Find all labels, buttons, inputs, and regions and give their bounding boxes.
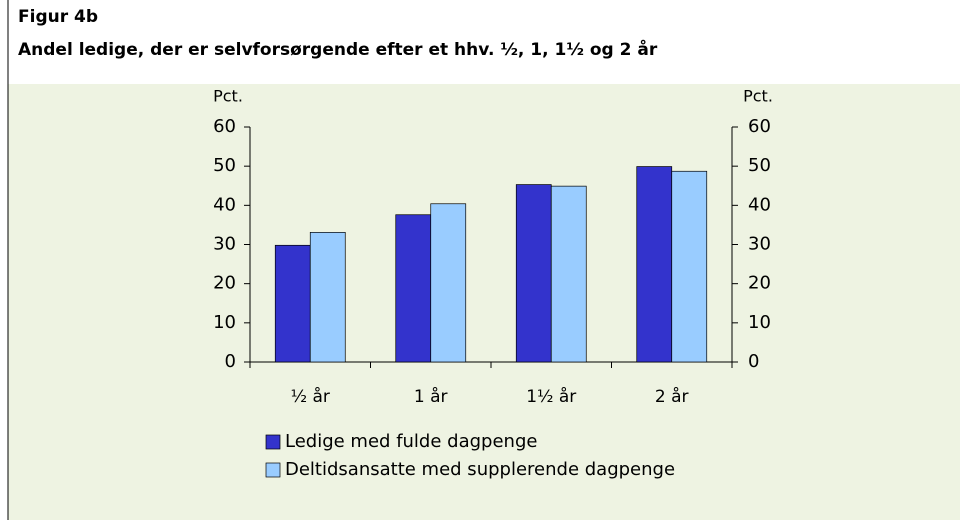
y2-tick-label: 60 xyxy=(748,116,771,137)
y-tick-label: 10 xyxy=(213,312,236,333)
bar xyxy=(671,170,708,363)
y2-tick-label: 40 xyxy=(748,194,771,215)
x-tick-label: 1 år xyxy=(414,386,448,407)
bar xyxy=(550,185,587,363)
x-tick-label: 1½ år xyxy=(526,386,576,407)
y-tick-label: 50 xyxy=(213,155,236,176)
y2-axis-label: Pct. xyxy=(743,87,773,106)
bar xyxy=(274,244,311,363)
x-tick-label: ½ år xyxy=(291,386,330,407)
y2-tick-label: 50 xyxy=(748,155,771,176)
bar xyxy=(430,203,467,363)
y-tick-label: 0 xyxy=(225,351,236,372)
y-tick-label: 60 xyxy=(213,116,236,137)
y2-tick-label: 10 xyxy=(748,312,771,333)
chart-title: Figur 4b xyxy=(18,7,98,27)
y2-tick-label: 30 xyxy=(748,234,771,255)
bar xyxy=(515,184,552,363)
y-tick-label: 40 xyxy=(213,194,236,215)
legend-swatch xyxy=(265,434,281,450)
bar xyxy=(395,214,432,363)
legend-swatch xyxy=(265,462,281,478)
y-axis-label: Pct. xyxy=(213,87,243,106)
y-tick-label: 20 xyxy=(213,273,236,294)
bar xyxy=(636,166,673,363)
chart-subtitle: Andel ledige, der er selvforsørgende eft… xyxy=(18,38,658,60)
legend-label: Ledige med fulde dagpenge xyxy=(285,431,537,452)
panel xyxy=(8,84,960,520)
y2-tick-label: 20 xyxy=(748,273,771,294)
y-tick-label: 30 xyxy=(213,234,236,255)
x-tick-label: 2 år xyxy=(655,386,689,407)
bar xyxy=(309,232,346,363)
y2-tick-label: 0 xyxy=(748,351,759,372)
legend-label: Deltidsansatte med supplerende dagpenge xyxy=(285,459,675,480)
